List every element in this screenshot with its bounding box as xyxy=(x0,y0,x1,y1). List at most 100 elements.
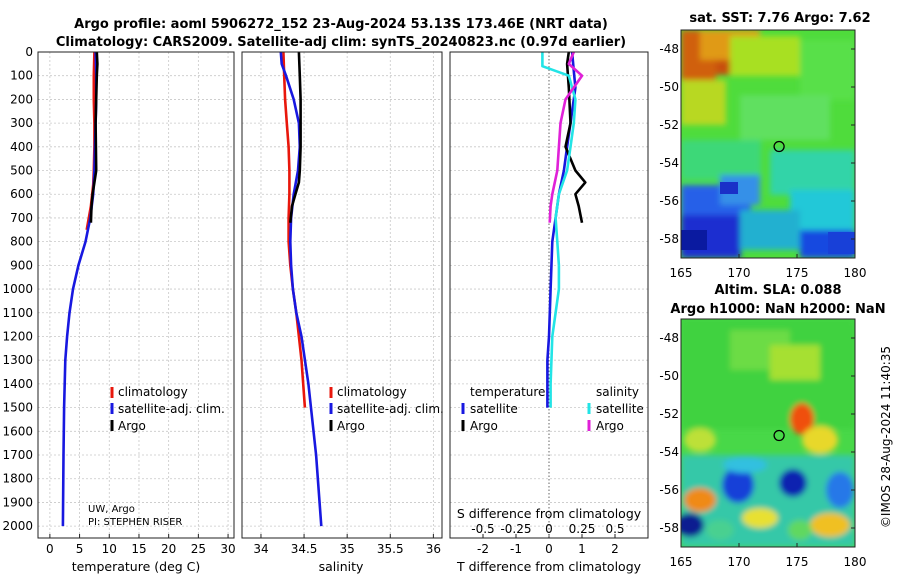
sla-map-frame xyxy=(680,318,856,548)
map-x-tick-label: 165 xyxy=(670,266,693,280)
imos-credit: ©IMOS 28-Aug-2024 11:40:35 xyxy=(879,346,893,528)
top-tick-label: 0.5 xyxy=(605,522,624,536)
x-tick-label: 36 xyxy=(426,542,441,556)
plot-frame xyxy=(37,51,235,539)
x-tick-label: 1 xyxy=(578,542,586,556)
legend-label-climatology: climatology xyxy=(118,385,188,399)
map-x-tick-label: 170 xyxy=(728,266,751,280)
top-tick-label: 0.25 xyxy=(569,522,596,536)
legend-label-satellite-sal: satellite-adj. clim. xyxy=(337,402,444,416)
top-tick-label: -0.25 xyxy=(500,522,531,536)
legend-label-climatology-sal: climatology xyxy=(337,385,407,399)
x-tick-label: 0 xyxy=(545,542,553,556)
map-y-tick-label: -56 xyxy=(659,483,679,497)
depth-tick-label: 500 xyxy=(10,164,33,178)
legend-heading-temperature: temperature xyxy=(470,385,545,399)
top-tick-label: -0.5 xyxy=(471,522,494,536)
depth-tick-label: 0 xyxy=(25,45,33,59)
top-tick-label: 0 xyxy=(545,522,553,536)
depth-tick-label: 1200 xyxy=(2,329,33,343)
difference-panel: -2 -1 0 1 2 xyxy=(449,51,649,556)
depth-tick-label: 1100 xyxy=(2,306,33,320)
series-line-salinity-argo xyxy=(548,51,584,223)
x-tick-label: 5 xyxy=(76,542,84,556)
depth-tick-label: 200 xyxy=(10,92,33,106)
sla-map-title-line2: Argo h1000: NaN h2000: NaN xyxy=(670,302,885,317)
depth-axis: 0 100 200 300 400 500 600 700 800 900 1000 1100 1200… xyxy=(2,45,33,533)
map-y-tick-label: -52 xyxy=(659,407,679,421)
map-x-tick-label: 165 xyxy=(670,555,693,569)
salinity-xlabel: salinity xyxy=(319,559,364,574)
sla-map-axes: 165 170 175 180 -48 -50 -52 -54 -56 -58 xyxy=(659,331,866,569)
map-y-tick-label: -50 xyxy=(659,80,679,94)
x-tick-label: 34.5 xyxy=(291,542,318,556)
difference-legend: temperature salinity satellite Argo sate… xyxy=(461,385,644,433)
map-y-tick-label: -50 xyxy=(659,369,679,383)
legend-label-satellite: satellite-adj. clim. xyxy=(118,402,225,416)
x-tick-label: 2 xyxy=(611,542,619,556)
x-tick-label: 10 xyxy=(102,542,117,556)
difference-xlabel: T difference from climatology xyxy=(456,559,642,574)
depth-tick-label: 1700 xyxy=(2,448,33,462)
salinity-panel: 34 34.5 35 35.5 36 xyxy=(241,51,443,556)
depth-tick-label: 1500 xyxy=(2,401,33,415)
temperature-panel: 0 5 10 15 20 25 30 xyxy=(37,51,236,556)
x-tick-label: 20 xyxy=(161,542,176,556)
map-x-tick-label: 170 xyxy=(728,555,751,569)
depth-tick-label: 2000 xyxy=(2,519,33,533)
x-tick-label: -2 xyxy=(477,542,489,556)
depth-tick-label: 1300 xyxy=(2,353,33,367)
depth-tick-label: 800 xyxy=(10,235,33,249)
figure-title-line2: Climatology: CARS2009. Satellite-adj cli… xyxy=(56,35,626,50)
legend-label-temp-satellite: satellite xyxy=(470,402,518,416)
x-tick-label: -1 xyxy=(510,542,522,556)
temperature-xlabel: temperature (deg C) xyxy=(72,559,201,574)
pi-text-line1: UW, Argo xyxy=(88,504,135,515)
map-x-tick-label: 175 xyxy=(786,266,809,280)
depth-tick-label: 300 xyxy=(10,116,33,130)
depth-tick-label: 1600 xyxy=(2,424,33,438)
map-x-tick-label: 175 xyxy=(786,555,809,569)
sst-argo-location-marker xyxy=(773,140,785,153)
sla-map-image xyxy=(681,319,855,547)
map-y-tick-label: -58 xyxy=(659,521,679,535)
sst-map-image xyxy=(681,30,855,258)
legend-label-sal-argo: Argo xyxy=(596,419,624,433)
x-tick-label: 25 xyxy=(191,542,206,556)
map-y-tick-label: -48 xyxy=(659,42,679,56)
sst-map-frame xyxy=(680,29,856,259)
series-line-argo xyxy=(289,51,302,223)
series-line-salinity-satellite xyxy=(541,52,577,408)
x-tick-label: 15 xyxy=(131,542,146,556)
sst-map-title: sat. SST: 7.76 Argo: 7.62 xyxy=(689,11,870,26)
depth-tick-label: 100 xyxy=(10,69,33,83)
x-tick-label: 34 xyxy=(253,542,268,556)
depth-tick-label: 1900 xyxy=(2,495,33,509)
salinity-legend: climatology satellite-adj. clim. Argo xyxy=(329,385,444,433)
depth-tick-label: 900 xyxy=(10,258,33,272)
difference-top-ticks: -0.5 -0.25 0 0.25 0.5 xyxy=(471,522,624,536)
map-y-tick-label: -58 xyxy=(659,232,679,246)
map-y-tick-label: -52 xyxy=(659,118,679,132)
x-tick-label: 0 xyxy=(46,542,54,556)
legend-label-temp-argo: Argo xyxy=(470,419,498,433)
map-y-tick-label: -54 xyxy=(659,445,679,459)
depth-tick-label: 600 xyxy=(10,187,33,201)
plot-frame xyxy=(241,51,443,539)
x-tick-label: 35 xyxy=(340,542,355,556)
map-x-tick-label: 180 xyxy=(844,266,867,280)
x-tick-label: 30 xyxy=(220,542,235,556)
sla-argo-location-marker xyxy=(773,429,785,442)
depth-tick-label: 700 xyxy=(10,211,33,225)
legend-heading-salinity: salinity xyxy=(596,385,639,399)
legend-label-argo-sal: Argo xyxy=(337,419,365,433)
sla-map-title-line1: Altim. SLA: 0.088 xyxy=(715,283,842,298)
map-y-tick-label: -56 xyxy=(659,194,679,208)
pi-text-line2: PI: STEPHEN RISER xyxy=(88,517,182,528)
depth-tick-label: 1000 xyxy=(2,282,33,296)
depth-tick-label: 1800 xyxy=(2,472,33,486)
map-y-tick-label: -48 xyxy=(659,331,679,345)
series-line-climatology xyxy=(282,51,307,408)
depth-tick-label: 1400 xyxy=(2,377,33,391)
